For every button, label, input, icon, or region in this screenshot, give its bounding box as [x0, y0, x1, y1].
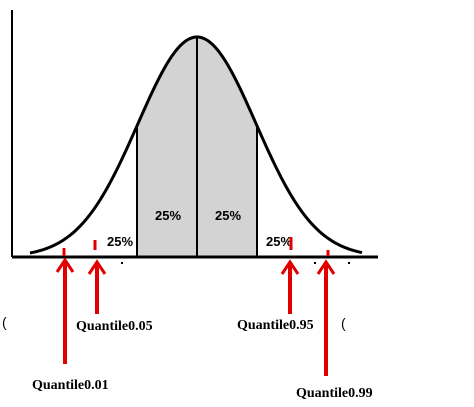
quantile-label-0.01: Quantile0.01: [32, 378, 109, 393]
arrow-up-icon: [316, 259, 336, 376]
quantile-label-0.99: Quantile0.99: [296, 386, 373, 401]
stray-mark-right: (: [341, 315, 346, 331]
quantile-arrows: [55, 257, 336, 376]
arrow-up-icon: [280, 259, 300, 314]
quantile-label-0.95: Quantile0.95: [237, 318, 314, 333]
bell-curve: [29, 35, 363, 255]
axis-tick-dots: [121, 262, 350, 264]
region-label-lower-middle: 25%: [155, 208, 181, 223]
quantile-markers: [62, 237, 330, 256]
quantile-label-0.05: Quantile0.05: [76, 319, 153, 334]
arrow-up-icon: [87, 259, 107, 314]
arrow-up-icon: [55, 257, 75, 364]
stray-mark-left: (: [2, 314, 7, 330]
region-label-upper-middle: 25%: [215, 208, 241, 223]
region-label-lower-tail: 25%: [107, 234, 133, 249]
region-label-upper-tail: 25%: [266, 234, 292, 249]
